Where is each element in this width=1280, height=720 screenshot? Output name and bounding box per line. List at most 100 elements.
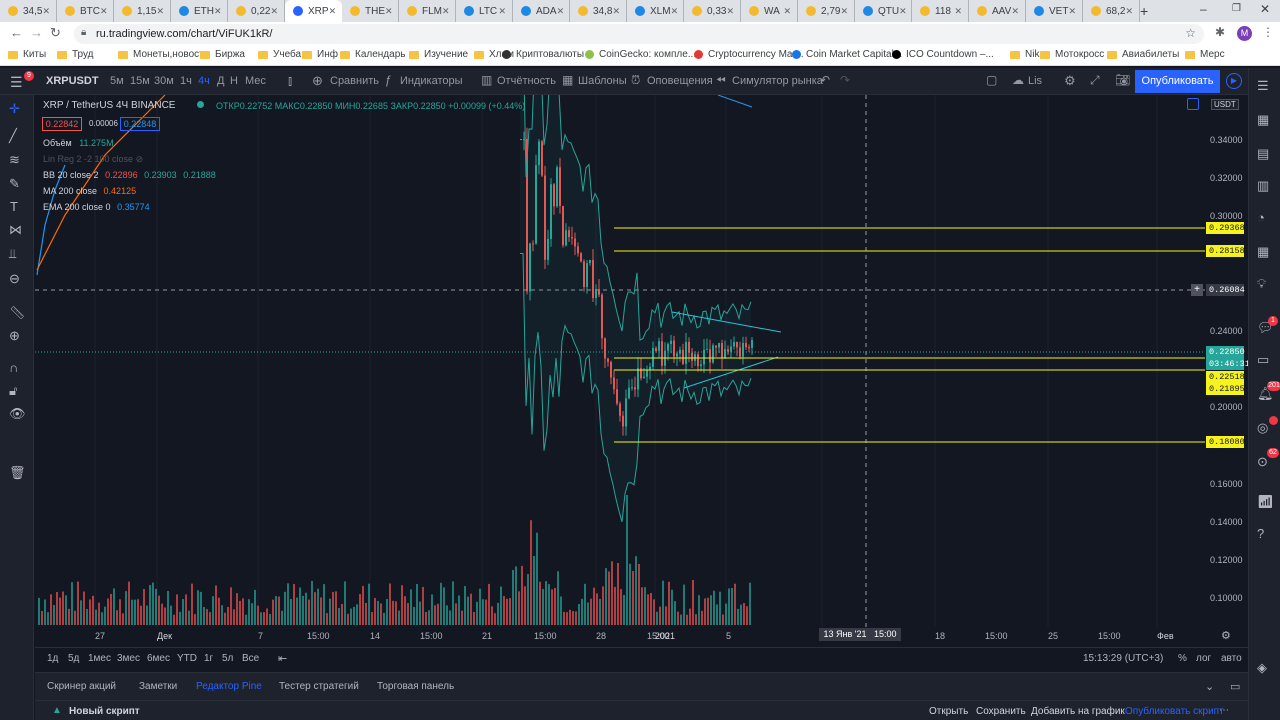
panel-tab[interactable]: Заметки <box>139 681 178 692</box>
close-tab-icon[interactable]: ✕ <box>100 5 108 16</box>
templates-icon[interactable]: ▦ <box>562 73 574 87</box>
pine-save-button[interactable]: Сохранить <box>976 706 1026 717</box>
alerts-side-icon[interactable]: ⊙ <box>1257 454 1268 469</box>
close-tab-icon[interactable]: ✕ <box>156 5 165 16</box>
date-range-icon[interactable]: ⇤ <box>278 653 288 665</box>
bookmark-item[interactable]: Учеба <box>258 49 301 60</box>
expand-icon[interactable]: ⤢ <box>1090 73 1100 87</box>
browser-tab[interactable]: 2,79 ✕ <box>798 0 855 22</box>
range-button[interactable]: YTD <box>177 653 197 664</box>
close-tab-icon[interactable]: ✕ <box>42 5 51 16</box>
interval-5[interactable]: Д <box>217 75 225 87</box>
minimize-icon[interactable]: – <box>1200 2 1207 16</box>
menu-icon[interactable]: ⋮ <box>1262 25 1274 39</box>
brush-icon[interactable]: ✎ <box>9 176 20 191</box>
url-field[interactable]: 🔒︎ ru.tradingview.com/chart/ViFUK1kR/ ☆ <box>74 24 1204 44</box>
publish-button[interactable]: Опубликовать <box>1135 70 1220 93</box>
pine-script-name[interactable]: Новый скрипт <box>69 706 140 717</box>
browser-tab[interactable]: BTC ✕ <box>57 0 114 22</box>
volume-label[interactable]: Объём <box>43 138 72 148</box>
close-tab-icon[interactable]: ✕ <box>1068 5 1076 16</box>
range-button[interactable]: 5л <box>222 653 234 664</box>
interval-7[interactable]: Мес <box>245 75 266 87</box>
browser-tab[interactable]: FLM ✕ <box>399 0 456 22</box>
help-icon[interactable]: ? <box>1257 526 1265 541</box>
bookmark-item[interactable]: Монеты,новости <box>118 49 209 60</box>
remove-icon[interactable]: ⊖ <box>9 271 20 286</box>
close-tab-icon[interactable]: ✕ <box>954 5 962 16</box>
bb-label[interactable]: BB 20 close 2 <box>43 170 99 180</box>
magnet-icon[interactable]: ∩ <box>9 360 19 375</box>
browser-tab[interactable]: WA ✕ <box>741 0 798 22</box>
browser-tab[interactable]: 68,2 ✕ <box>1083 0 1140 22</box>
star-icon[interactable]: ☆ <box>1185 26 1196 40</box>
symbol-title[interactable]: XRP / TetherUS 4Ч BINANCE <box>43 100 176 111</box>
browser-tab[interactable]: 1,15 ✕ <box>114 0 171 22</box>
alert-clock-icon[interactable]: ⏰︎ <box>631 73 641 87</box>
panel-tab[interactable]: Торговая панель <box>377 681 455 692</box>
interval-2[interactable]: 30м <box>154 75 174 87</box>
prediction-icon[interactable]: ⫫ <box>9 246 17 261</box>
screener-icon[interactable]: ▥ <box>1257 178 1270 193</box>
add-level-icon[interactable]: + <box>1191 284 1203 296</box>
compare-button[interactable]: Сравнить <box>330 75 380 87</box>
interval-6[interactable]: Н <box>230 75 238 87</box>
bookmark-item[interactable]: Инф <box>302 49 338 60</box>
close-tab-icon[interactable]: ✕ <box>498 5 506 16</box>
bookmark-item[interactable]: Авиабилеты <box>1107 49 1179 60</box>
price-chart-svg[interactable] <box>35 95 1248 647</box>
bookmark-item[interactable]: Мотокросс <box>1040 49 1104 60</box>
close-tab-icon[interactable]: ✕ <box>899 5 907 16</box>
messages-icon[interactable]: ▭ <box>1257 352 1270 367</box>
ema-label[interactable]: EMA 200 close 0 <box>43 202 111 212</box>
watchlist-icon[interactable]: ☰ <box>1257 78 1269 93</box>
extensions-icon[interactable]: ✱ <box>1215 25 1226 39</box>
interval-1[interactable]: 15м <box>130 75 150 87</box>
compare-icon[interactable]: ⊕ <box>312 73 323 88</box>
axis-settings-icon[interactable]: ⚙ <box>1221 630 1231 642</box>
candle-type-icon[interactable]: ⫾ <box>288 73 293 88</box>
close-window-icon[interactable]: ✕ <box>1260 2 1271 16</box>
log-toggle[interactable]: лог <box>1196 653 1212 664</box>
scale-lock-icon[interactable] <box>1187 98 1199 110</box>
pine-open-button[interactable]: Открыть <box>929 706 969 717</box>
panel-tab[interactable]: Редактор Pine <box>196 681 262 692</box>
auto-toggle[interactable]: авто <box>1221 653 1242 664</box>
lock-drawing-icon[interactable]: 🔓︎ <box>9 383 18 398</box>
redo-icon[interactable]: ↷ <box>840 73 851 87</box>
hamburger-icon[interactable]: ☰ <box>10 74 23 90</box>
panel-tab[interactable]: Скринер акций <box>47 681 117 692</box>
chart-pane[interactable] <box>35 95 1248 647</box>
layout-name[interactable]: Lis <box>1028 75 1043 87</box>
bookmark-item[interactable]: Изучение <box>409 49 468 60</box>
interval-3[interactable]: 1ч <box>180 75 192 87</box>
sell-price-box[interactable]: 0.22842 <box>42 117 82 131</box>
browser-tab[interactable]: XRP ✕ <box>285 0 342 22</box>
maximize-panel-icon[interactable]: ▭ <box>1230 681 1241 693</box>
bookmark-item[interactable]: ICO Countdown –... <box>892 49 994 60</box>
new-tab-button[interactable]: + <box>1140 3 1149 19</box>
panel-tab[interactable]: Тестер стратегий <box>279 681 359 692</box>
range-button[interactable]: 1д <box>47 653 59 664</box>
bookmark-item[interactable]: Криптовалюты <box>502 49 584 60</box>
bookmark-item[interactable]: Календарь <box>340 49 405 60</box>
browser-tab[interactable]: 34,5 ✕ <box>0 0 57 22</box>
layers-icon[interactable]: ◈ <box>1257 660 1267 675</box>
settings-gear-icon[interactable]: ⚙ <box>1064 73 1076 88</box>
bookmark-item[interactable]: Биржа <box>200 49 245 60</box>
close-tab-icon[interactable]: ✕ <box>612 5 621 16</box>
trash-icon[interactable]: 🗑︎ <box>9 465 26 480</box>
browser-tab[interactable]: THE ✕ <box>342 0 399 22</box>
range-button[interactable]: Все <box>242 653 260 664</box>
signal-icon[interactable]: 📶︎ <box>1257 494 1274 509</box>
browser-tab[interactable]: XLM ✕ <box>627 0 684 22</box>
bookmark-item[interactable]: Coin Market Capital... <box>792 49 902 60</box>
bookmark-item[interactable]: Мерс <box>1185 49 1225 60</box>
close-tab-icon[interactable]: ✕ <box>214 5 222 16</box>
back-icon[interactable]: ← <box>10 25 23 40</box>
cloud-icon[interactable]: ☁ <box>1012 73 1024 87</box>
pine-add-button[interactable]: Добавить на график <box>1031 706 1125 717</box>
replay-icon[interactable]: ⏪︎ <box>716 73 726 87</box>
replay-button[interactable]: Симулятор рынка <box>732 75 823 87</box>
ma-label[interactable]: MA 200 close <box>43 186 98 196</box>
